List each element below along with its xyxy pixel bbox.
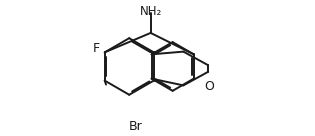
Text: F: F <box>93 42 100 55</box>
Text: Br: Br <box>129 120 143 133</box>
Text: O: O <box>204 80 215 93</box>
Text: NH₂: NH₂ <box>140 5 162 18</box>
